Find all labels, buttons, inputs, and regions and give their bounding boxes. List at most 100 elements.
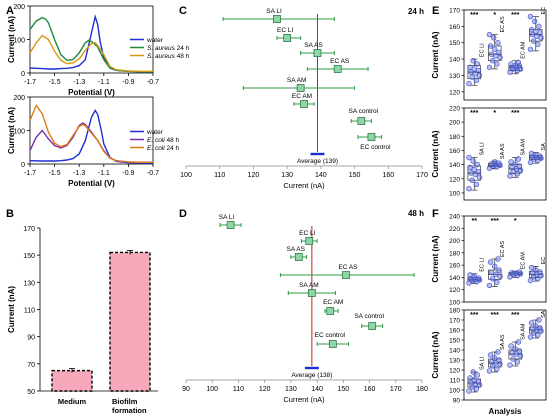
data-point (528, 26, 535, 33)
chart-a-bottom: 0 100 200 -1.7 -1.5 -1.3 -1.1 -0.9 -0.7 Current (… (7, 95, 180, 188)
x-tick-label: -1.7 (24, 170, 36, 177)
category-label: formation (112, 406, 147, 415)
series-line (29, 103, 153, 163)
data-point (466, 80, 472, 87)
y-tick-label: 100 (449, 190, 460, 197)
x-tick-label: 170 (390, 386, 402, 393)
data-point (534, 327, 540, 333)
category-label: EC (541, 257, 547, 265)
data-point (468, 69, 474, 75)
legend-label: S. aureus 24 h (147, 45, 190, 52)
data-point (530, 38, 537, 44)
data-point (328, 340, 337, 348)
data-point (496, 267, 502, 273)
x-tick-label: 120 (259, 386, 271, 393)
significance-marker: *** (470, 312, 478, 319)
x-tick-label: -1.1 (98, 170, 110, 177)
series-line (29, 34, 153, 72)
data-point (326, 307, 335, 315)
data-point (535, 41, 541, 48)
data-point (515, 59, 522, 66)
data-point (226, 221, 235, 229)
data-point (515, 339, 522, 345)
category-label: SA AM (521, 323, 527, 340)
x-axis-label: Analysis (489, 407, 522, 416)
y-tick-label: 220 (449, 106, 460, 113)
y-tick-label: 180 (449, 250, 460, 257)
y-tick-label: 0 (21, 71, 25, 78)
data-point (492, 355, 498, 361)
x-tick-label: 160 (364, 386, 376, 393)
y-axis-label: Current (nA) (431, 235, 440, 282)
data-point (342, 271, 350, 279)
x-tick-label: 100 (180, 172, 192, 179)
panel-letter-f: F (432, 208, 439, 220)
y-tick-label: 150 (23, 253, 35, 260)
x-tick-label: -1.3 (73, 79, 85, 86)
category-label: EC AS (500, 16, 506, 33)
data-point (536, 317, 542, 323)
y-axis-label: Current (nA) (7, 16, 16, 63)
data-point (273, 15, 281, 23)
significance-marker: *** (491, 312, 499, 319)
data-point (528, 150, 535, 156)
category-label: EC LI (480, 258, 486, 272)
data-point (471, 377, 477, 383)
data-point (487, 352, 494, 358)
y-tick-label: 220 (449, 226, 460, 233)
y-tick-label: 130 (449, 358, 460, 365)
category-label: EC AM (521, 252, 527, 270)
panel-letter-e: E (432, 5, 439, 17)
x-tick-label: 180 (416, 386, 428, 393)
data-point (509, 350, 515, 356)
data-point (490, 35, 497, 41)
data-point (527, 46, 534, 52)
data-point (527, 13, 534, 20)
data-point (492, 159, 498, 165)
data-point (510, 356, 516, 362)
y-tick-label: 170 (449, 8, 460, 15)
y-tick-label: 100 (13, 129, 25, 136)
y-tick-label: 130 (449, 73, 460, 80)
data-point (294, 253, 303, 261)
series-line (29, 16, 153, 73)
point-label: SA control (354, 313, 384, 320)
data-point (535, 332, 541, 338)
data-point (538, 328, 544, 334)
data-point (508, 343, 514, 349)
data-point (494, 61, 500, 67)
x-tick-label: 130 (285, 386, 297, 393)
x-tick-label: -1.1 (98, 79, 110, 86)
category-label: EC AM (521, 41, 527, 59)
data-point (494, 366, 500, 372)
point-label: EC LI (299, 230, 315, 237)
x-tick-label: 100 (206, 386, 218, 393)
x-tick-label: 110 (233, 386, 244, 393)
data-point (494, 279, 500, 286)
y-tick-label: 140 (449, 162, 460, 169)
y-tick-label: 200 (13, 4, 25, 11)
y-tick-label: 90 (453, 398, 461, 405)
data-point (512, 161, 518, 167)
category-label: EC LI (480, 43, 486, 57)
legend-label: E. coli 24 h (147, 145, 180, 152)
x-tick-label: 160 (382, 172, 394, 179)
series-line (29, 109, 153, 164)
y-tick-label: 200 (449, 120, 460, 127)
y-tick-label: 240 (449, 214, 460, 221)
x-axis-label: Current (nA) (283, 395, 325, 404)
y-axis-label: Current (nA) (7, 286, 16, 333)
data-point (514, 359, 521, 365)
y-tick-label: 90 (27, 335, 35, 342)
x-axis-label: Potential (V) (68, 179, 115, 188)
data-point (466, 388, 472, 394)
legend-label: water (146, 37, 164, 44)
data-point (489, 275, 496, 282)
category-label: SA (541, 310, 547, 318)
significance-marker: * (493, 110, 496, 117)
data-point (475, 379, 482, 385)
data-point (470, 369, 476, 375)
significance-marker: * (493, 12, 496, 19)
y-tick-label: 170 (23, 226, 35, 233)
x-tick-label: -0.7 (147, 170, 159, 177)
